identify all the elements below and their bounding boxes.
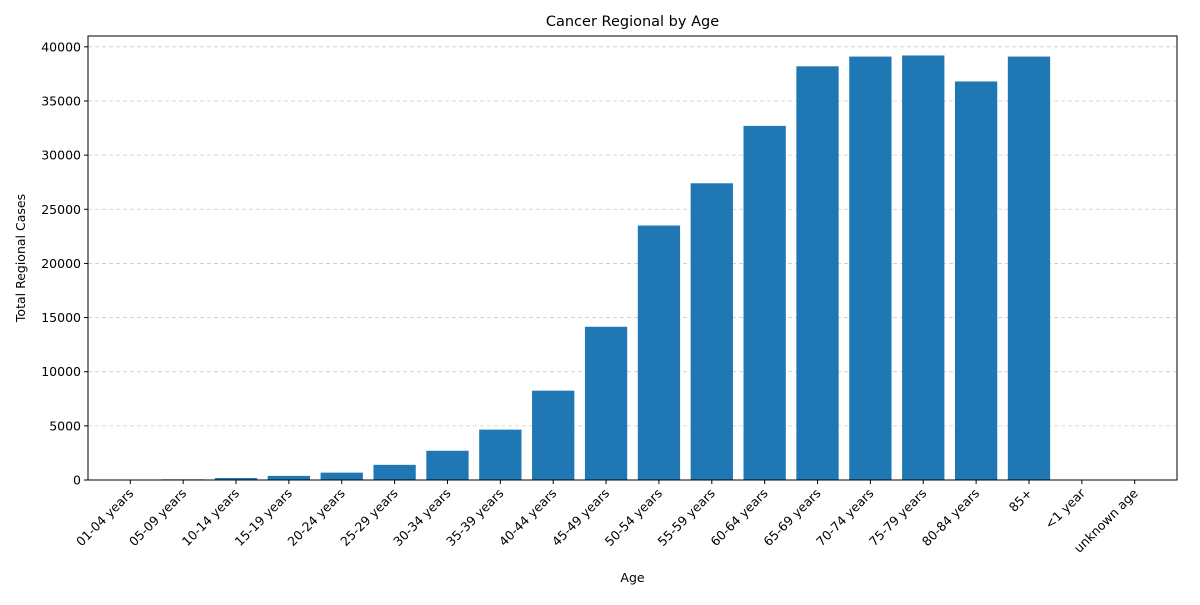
y-axis-label: Total Regional Cases [13,194,28,323]
x-tick-label: 80-84 years [919,486,982,549]
bar [585,327,627,480]
bar [321,473,363,480]
bar [955,81,997,480]
bar [638,226,680,480]
bar [744,126,786,480]
bars [109,55,1103,480]
bar [902,55,944,480]
chart-title: Cancer Regional by Age [546,14,719,30]
bar [796,66,838,480]
bar [479,430,521,480]
y-tick-label: 40000 [41,39,81,54]
y-axis-ticks: 0 5000 10000 15000 20000 25000 30000 35000 40000 [41,39,88,487]
bar [1008,57,1050,480]
bar [849,57,891,480]
bar [373,465,415,480]
x-tick-label: 85+ [1006,486,1035,515]
bar [268,476,310,480]
y-tick-label: 10000 [41,364,81,379]
y-tick-label: 0 [73,473,81,488]
bar [532,391,574,480]
y-tick-label: 30000 [41,148,81,163]
y-tick-label: 15000 [41,310,81,325]
y-tick-label: 35000 [41,93,81,108]
x-tick-label: <1 year [1042,485,1089,532]
y-tick-label: 5000 [49,418,81,433]
x-axis-label: Age [620,570,644,585]
y-tick-label: 25000 [41,202,81,217]
bar [426,451,468,480]
bar [691,183,733,480]
y-tick-label: 20000 [41,256,81,271]
